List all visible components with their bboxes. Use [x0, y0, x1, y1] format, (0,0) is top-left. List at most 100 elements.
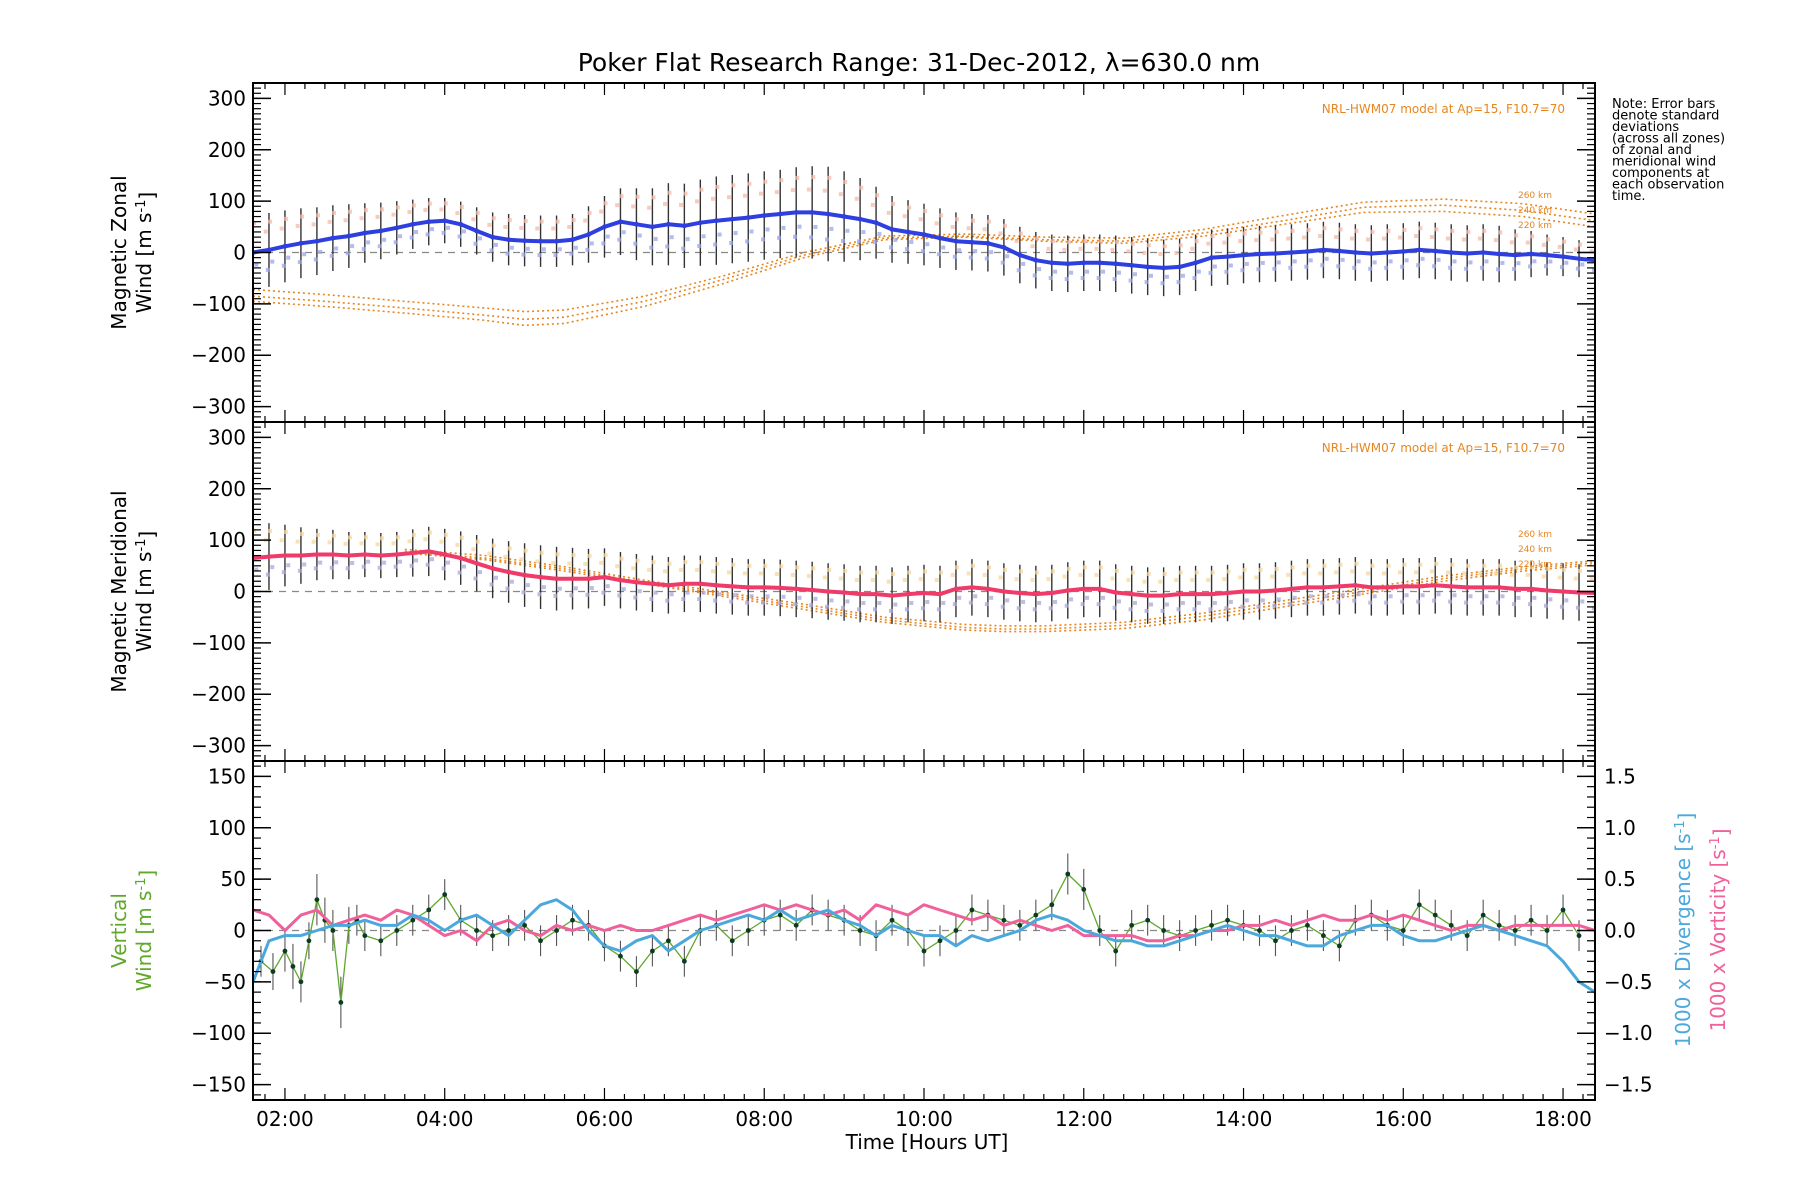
- zonal-point: [1033, 257, 1039, 263]
- meridional-zone-point: [1541, 574, 1546, 579]
- zonal-zone-point: [1260, 260, 1265, 265]
- zonal-point: [346, 233, 352, 239]
- divergence-ylabel-sup: -1: [1673, 820, 1688, 833]
- zonal-ytick-label: 0: [233, 241, 246, 265]
- zonal-zone-point: [891, 201, 896, 206]
- divergence-ylabel-line2: 1000 x Divergence [s: [1671, 833, 1695, 1047]
- meridional-zone-point: [430, 557, 435, 562]
- zonal-zone-point: [1222, 240, 1227, 245]
- zonal-point: [777, 211, 783, 217]
- xtick-label: 04:00: [416, 1107, 474, 1131]
- meridional-zone-point: [663, 569, 668, 574]
- meridional-zone-point: [733, 593, 738, 598]
- vertical-wind-point: [506, 928, 512, 933]
- zonal-point: [378, 228, 384, 234]
- meridional-zone-point: [619, 556, 624, 561]
- zonal-point: [1065, 261, 1071, 267]
- zonal-zone-point: [717, 232, 722, 237]
- zonal-point: [1225, 254, 1230, 260]
- meridional-zone-point: [1564, 598, 1569, 603]
- zonal-zone-point: [1589, 249, 1594, 254]
- meridional-zone-point: [843, 568, 848, 573]
- meridional-zone-point: [265, 572, 270, 577]
- zonal-ylabel: Magnetic ZonalWind [m s-1]: [107, 175, 159, 329]
- meridional-zone-point: [605, 584, 610, 589]
- zonal-point: [1145, 264, 1151, 270]
- meridional-zone-point: [984, 602, 989, 607]
- meridional-point: [458, 555, 464, 561]
- meridional-zone-point: [1228, 599, 1233, 604]
- meridional-zone-point: [1429, 569, 1434, 574]
- meridional-ytick-label: 100: [208, 528, 246, 552]
- meridional-zone-point: [934, 578, 939, 583]
- meridional-zone-point: [1366, 571, 1371, 576]
- meridional-point: [314, 552, 320, 557]
- meridional-zone-point: [1484, 594, 1489, 599]
- zonal-zone-point: [1397, 235, 1402, 240]
- zonal-zone-point: [793, 234, 798, 239]
- meridional-zone-point: [457, 570, 462, 575]
- meridional-zone-point: [503, 554, 508, 559]
- meridional-point: [1097, 586, 1103, 592]
- meridional-zone-point: [1096, 602, 1101, 607]
- meridional-zone-point: [599, 560, 604, 565]
- zonal-point: [570, 237, 575, 243]
- zonal-zone-point: [653, 236, 658, 241]
- meridional-zone-point: [1498, 563, 1503, 568]
- zonal-point: [745, 215, 751, 220]
- meridional-zone-point: [1370, 563, 1375, 568]
- zonal-zone-point: [729, 240, 734, 245]
- meridional-zone-point: [1016, 606, 1021, 611]
- meridional-zone-point: [1148, 602, 1153, 607]
- zonal-zone-point: [1190, 246, 1195, 251]
- zonal-zone-point: [711, 196, 716, 201]
- zonal-zone-point: [443, 201, 448, 206]
- vertical-wind-point: [1496, 922, 1502, 928]
- zonal-point: [1528, 251, 1534, 257]
- meridional-point: [1336, 583, 1342, 589]
- zonal-point: [889, 226, 895, 232]
- meridional-zone-point: [553, 593, 558, 598]
- zonal-zone-point: [302, 252, 307, 257]
- zonal-panel: 300 200 100 0 −100 −200 −300 NRL-HWM07 model at…: [107, 82, 1596, 423]
- meridional-zone-point: [825, 604, 830, 609]
- meridional-zone-point: [950, 572, 955, 577]
- zonal-zone-point: [1509, 240, 1514, 245]
- meridional-ylabel-line1: Magnetic Meridional: [107, 490, 131, 692]
- xtick-label: 18:00: [1534, 1107, 1592, 1131]
- zonal-zone-point: [1429, 234, 1434, 239]
- zonal-zone-point: [487, 222, 492, 227]
- zonal-zone-point: [1318, 233, 1323, 238]
- zonal-zone-point: [1082, 239, 1087, 244]
- zonal-zone-point: [589, 241, 594, 246]
- vertical-wind-point: [538, 938, 543, 944]
- vertical-plot-area: [253, 853, 1595, 1029]
- meridional-zone-point: [347, 535, 352, 540]
- meridional-zone-point: [375, 542, 380, 547]
- meridional-zone-point: [398, 559, 403, 564]
- meridional-zone-point: [711, 569, 716, 574]
- meridional-point: [602, 574, 607, 580]
- meridional-point: [1432, 582, 1438, 588]
- meridional-zone-point: [1174, 578, 1179, 583]
- vertical-panel: 150 100 50 0 −50 −100 −150 1.5 1.0 0.5 0.0 −0.5 −1.0…: [107, 760, 1733, 1154]
- vertical-wind-point: [570, 917, 575, 923]
- zonal-zone-point: [1062, 247, 1067, 252]
- meridional-zone-point: [795, 565, 800, 570]
- meridional-zone-point: [631, 566, 636, 571]
- zonal-zone-point: [968, 255, 973, 260]
- zonal-zone-point: [955, 217, 960, 222]
- meridional-zone-point: [1302, 571, 1307, 576]
- meridional-zone-point: [1578, 568, 1583, 573]
- meridional-zone-point: [477, 570, 482, 575]
- zonal-zone-point: [363, 208, 368, 213]
- vertical-wind-point: [857, 928, 863, 933]
- meridional-zone-point: [1069, 597, 1074, 602]
- zonal-zone-point: [984, 256, 989, 261]
- zonal-ylabel-line2: Wind [m s: [132, 213, 156, 314]
- zonal-zone-point: [265, 267, 270, 272]
- zonal-zone-point: [583, 218, 588, 223]
- zonal-zone-point: [827, 175, 832, 180]
- meridional-zone-point: [813, 596, 818, 601]
- meridional-zone-point: [1085, 595, 1090, 600]
